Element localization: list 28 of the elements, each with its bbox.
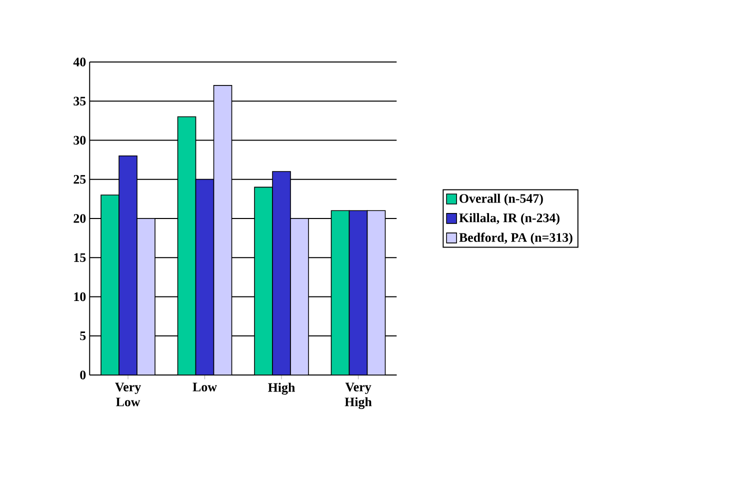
bar — [348, 210, 368, 375]
bar — [137, 218, 156, 375]
bar — [290, 218, 309, 375]
bar — [366, 210, 386, 375]
bar — [330, 210, 350, 375]
y-tick-label: 40 — [73, 58, 86, 66]
y-tick-label: 10 — [74, 292, 86, 302]
x-tick-label: High — [268, 382, 295, 395]
legend-label: Killala, IR (n-234) — [459, 213, 560, 225]
y-tick-label: 0 — [80, 370, 86, 380]
x-tick-label: Very Low — [115, 382, 141, 406]
y-tick-label: 35 — [74, 96, 86, 106]
y-tick-label: 5 — [80, 332, 86, 340]
bar — [272, 172, 291, 375]
bar — [196, 179, 214, 375]
legend-label: Bedford, PA (n=313) — [459, 232, 572, 244]
bar — [101, 195, 120, 375]
bar — [214, 85, 232, 375]
y-tick-label: 15 — [74, 253, 86, 262]
bar — [254, 187, 273, 375]
x-tick-label: Very High — [344, 382, 372, 410]
bar — [119, 156, 138, 375]
x-tick-label: Low — [192, 382, 217, 392]
bar — [178, 116, 196, 375]
y-tick-label: 20 — [74, 214, 86, 223]
legend-label: Overall (n-547) — [460, 194, 543, 206]
y-tick-label: 30 — [74, 136, 86, 145]
y-tick-label: 25 — [74, 175, 86, 184]
